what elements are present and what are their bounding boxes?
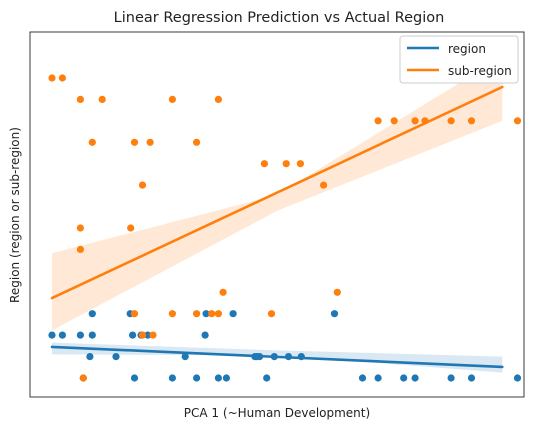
point-region (374, 374, 382, 382)
plot-frame (29, 31, 525, 398)
point-sub-region (193, 310, 201, 318)
point-sub-region (76, 95, 84, 103)
point-region (447, 374, 455, 382)
regression-line-sub-region (50, 85, 504, 300)
point-sub-region (130, 138, 139, 146)
point-sub-region (333, 288, 341, 296)
point-sub-region (260, 160, 268, 168)
point-region (513, 374, 522, 382)
point-sub-region (149, 331, 157, 339)
point-sub-region (267, 310, 276, 318)
point-sub-region (130, 310, 139, 318)
legend: region sub-region (399, 35, 519, 84)
legend-label-sub-region: sub-region (448, 64, 512, 78)
point-sub-region (127, 224, 135, 232)
point-sub-region (296, 160, 304, 168)
legend-label-region: region (448, 42, 486, 56)
point-sub-region (390, 117, 398, 125)
point-region (263, 374, 271, 382)
point-sub-region (138, 181, 147, 189)
point-region (144, 331, 152, 339)
point-region (358, 374, 367, 382)
point-sub-region (513, 117, 522, 125)
point-region (181, 353, 189, 361)
point-sub-region (168, 95, 176, 103)
scatter-points (48, 74, 522, 382)
point-region (48, 331, 56, 339)
point-sub-region (214, 310, 222, 318)
confidence-band-region (52, 342, 503, 373)
point-sub-region (374, 117, 382, 125)
point-sub-region (320, 181, 328, 189)
point-region (202, 310, 210, 318)
chart-title: Linear Regression Prediction vs Actual R… (114, 10, 445, 26)
x-axis-label: PCA 1 (~Human Development) (184, 406, 370, 420)
point-sub-region (146, 138, 154, 146)
point-sub-region (48, 74, 56, 82)
point-sub-region (219, 288, 227, 296)
point-sub-region (76, 245, 84, 253)
point-sub-region (88, 138, 96, 146)
point-region (201, 331, 209, 339)
point-region (88, 331, 96, 339)
regression-lines (50, 85, 504, 369)
point-region (214, 374, 222, 382)
point-region (130, 374, 139, 382)
point-region (229, 310, 237, 318)
point-region (330, 310, 339, 318)
point-region (411, 374, 419, 382)
point-sub-region (208, 310, 216, 318)
point-sub-region (447, 117, 455, 125)
point-sub-region (282, 160, 290, 168)
point-sub-region (76, 224, 84, 232)
point-region (76, 331, 84, 339)
confidence-bands (52, 56, 503, 373)
point-sub-region (411, 117, 419, 125)
point-region (58, 331, 66, 339)
point-region (222, 374, 230, 382)
point-sub-region (79, 374, 87, 382)
point-sub-region (214, 95, 222, 103)
point-sub-region (168, 310, 176, 318)
point-region (467, 374, 476, 382)
point-sub-region (467, 117, 476, 125)
regression-line-region (50, 345, 504, 369)
point-sub-region (138, 331, 147, 339)
point-sub-region (98, 95, 106, 103)
point-region (168, 374, 176, 382)
point-sub-region (58, 74, 66, 82)
point-region (193, 374, 201, 382)
point-region (129, 331, 137, 339)
point-sub-region (193, 138, 201, 146)
confidence-band-sub-region (52, 56, 503, 331)
point-region (88, 310, 96, 318)
point-region (86, 353, 94, 361)
point-region (400, 374, 408, 382)
plot-area (29, 31, 525, 398)
point-region (112, 353, 120, 361)
y-axis-label: Region (region or sub-region) (8, 127, 22, 303)
